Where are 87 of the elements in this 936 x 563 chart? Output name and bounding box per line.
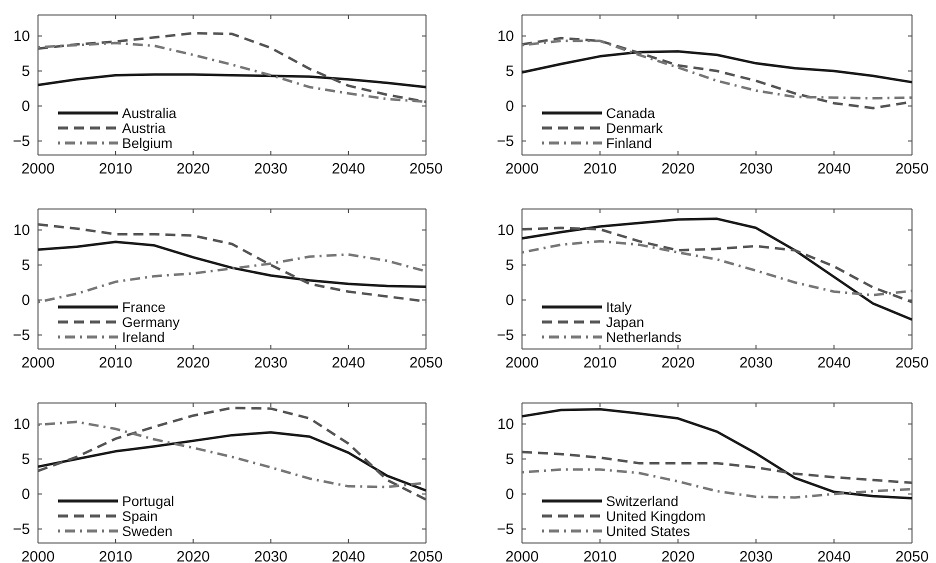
legend-label: Austria [122, 120, 166, 136]
legend-label: United States [606, 523, 690, 539]
line-series [520, 50, 914, 84]
x-tick-label: 2030 [254, 548, 288, 563]
x-tick-label: 2000 [505, 160, 539, 178]
y-tick-label: 10 [497, 28, 514, 45]
y-tick-label: −5 [496, 326, 514, 344]
y-tick-label: 10 [497, 416, 514, 433]
y-tick-label: 0 [22, 98, 30, 115]
line-series [36, 240, 428, 288]
legend-label: Switzerland [606, 493, 678, 509]
y-tick-label: 5 [506, 62, 514, 80]
y-tick-label: 0 [506, 292, 514, 309]
x-tick-label: 2000 [505, 354, 539, 372]
line-series [520, 226, 914, 304]
y-tick-label: 10 [13, 222, 30, 239]
legend-label: France [122, 299, 166, 315]
x-tick-label: 2030 [739, 354, 773, 372]
x-tick-label: 2050 [409, 354, 443, 372]
x-tick-label: 2030 [254, 354, 288, 372]
legend-label: Japan [606, 314, 644, 330]
line-series [520, 450, 914, 484]
x-tick-label: 2000 [21, 160, 55, 178]
x-tick-label: 2030 [254, 160, 288, 178]
legend-label: Ireland [122, 329, 165, 345]
line-series [36, 223, 428, 303]
x-tick-label: 2010 [98, 548, 132, 563]
y-tick-label: −5 [496, 132, 514, 150]
x-tick-label: 2020 [661, 548, 695, 563]
y-tick-label: −5 [496, 520, 514, 538]
legend-label: Sweden [122, 523, 173, 539]
x-tick-label: 2020 [176, 354, 210, 372]
x-tick-label: 2040 [332, 548, 366, 563]
x-tick-label: 2020 [176, 548, 210, 563]
x-tick-label: 2040 [817, 354, 851, 372]
y-tick-label: 10 [13, 416, 30, 433]
x-tick-label: 2020 [661, 160, 695, 178]
legend-label: Portugal [122, 493, 174, 509]
y-tick-label: 0 [506, 486, 514, 503]
x-tick-label: 2050 [895, 160, 929, 178]
x-tick-label: 2030 [739, 160, 773, 178]
legend-label: Australia [122, 105, 177, 121]
x-tick-label: 2040 [332, 160, 366, 178]
y-tick-label: 5 [22, 256, 30, 274]
x-tick-label: 2000 [21, 354, 55, 372]
x-tick-label: 2050 [409, 548, 443, 563]
legend-label: Italy [606, 299, 632, 315]
x-tick-label: 2010 [98, 354, 132, 372]
y-tick-label: 10 [13, 28, 30, 45]
x-tick-label: 2050 [409, 160, 443, 178]
line-series [36, 73, 428, 88]
y-tick-label: 5 [22, 62, 30, 80]
y-tick-label: 0 [506, 98, 514, 115]
x-tick-label: 2050 [895, 354, 929, 372]
y-tick-label: 5 [22, 450, 30, 468]
x-tick-label: 2010 [583, 160, 617, 178]
x-tick-label: 2020 [661, 354, 695, 372]
legend-label: Germany [122, 314, 180, 330]
x-tick-label: 2030 [739, 548, 773, 563]
x-tick-label: 2000 [21, 548, 55, 563]
legend-label: United Kingdom [606, 508, 706, 524]
x-tick-label: 2040 [817, 548, 851, 563]
line-series [520, 40, 914, 100]
legend-label: Belgium [122, 135, 173, 151]
y-tick-label: −5 [12, 520, 30, 538]
line-series [36, 431, 428, 492]
y-tick-label: 0 [22, 486, 30, 503]
y-tick-label: −5 [12, 326, 30, 344]
x-tick-label: 2010 [583, 354, 617, 372]
x-tick-label: 2010 [583, 548, 617, 563]
x-tick-label: 2020 [176, 160, 210, 178]
y-tick-label: 5 [506, 450, 514, 468]
y-tick-label: 5 [506, 256, 514, 274]
x-tick-label: 2040 [332, 354, 366, 372]
x-tick-label: 2050 [895, 548, 929, 563]
legend-label: Spain [122, 508, 158, 524]
line-series [520, 240, 914, 296]
y-tick-label: 10 [497, 222, 514, 239]
legend-label: Netherlands [606, 329, 682, 345]
legend-label: Finland [606, 135, 652, 151]
y-tick-label: −5 [12, 132, 30, 150]
x-tick-label: 2010 [98, 160, 132, 178]
legend-label: Denmark [606, 120, 664, 136]
x-tick-label: 2040 [817, 160, 851, 178]
legend-label: Canada [606, 105, 656, 121]
y-tick-label: 0 [22, 292, 30, 309]
x-tick-label: 2000 [505, 548, 539, 563]
